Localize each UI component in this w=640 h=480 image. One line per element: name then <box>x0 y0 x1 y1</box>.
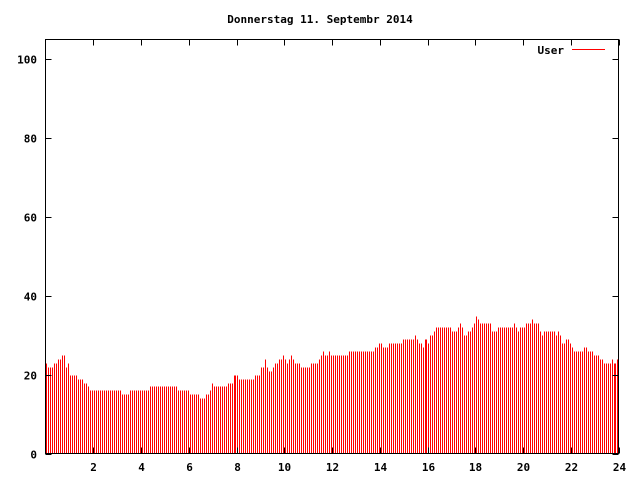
legend: User <box>538 44 605 57</box>
chart-title: Donnerstag 11. Septembr 2014 <box>227 13 413 26</box>
legend-label: User <box>538 44 565 57</box>
y-tick-label: 40 <box>24 291 37 304</box>
x-tick-label: 10 <box>278 461 291 474</box>
bars <box>46 316 618 454</box>
x-tick-label: 22 <box>565 461 578 474</box>
plot-border <box>45 39 619 454</box>
x-tick-label: 8 <box>234 461 241 474</box>
x-tick-label: 2 <box>90 461 97 474</box>
x-tick-label: 18 <box>469 461 482 474</box>
y-tick-label: 20 <box>24 370 37 383</box>
x-tick-label: 6 <box>186 461 193 474</box>
x-tick-label: 14 <box>374 461 388 474</box>
x-tick-label: 16 <box>422 461 436 474</box>
y-tick-label: 0 <box>30 449 37 462</box>
x-tick-label: 12 <box>326 461 339 474</box>
y-tick-label: 60 <box>24 212 37 225</box>
x-tick-label: 24 <box>613 461 627 474</box>
x-tick-label: 4 <box>138 461 145 474</box>
y-tick-label: 80 <box>24 133 37 146</box>
x-tick-label: 20 <box>517 461 530 474</box>
y-tick-label: 100 <box>17 54 37 67</box>
